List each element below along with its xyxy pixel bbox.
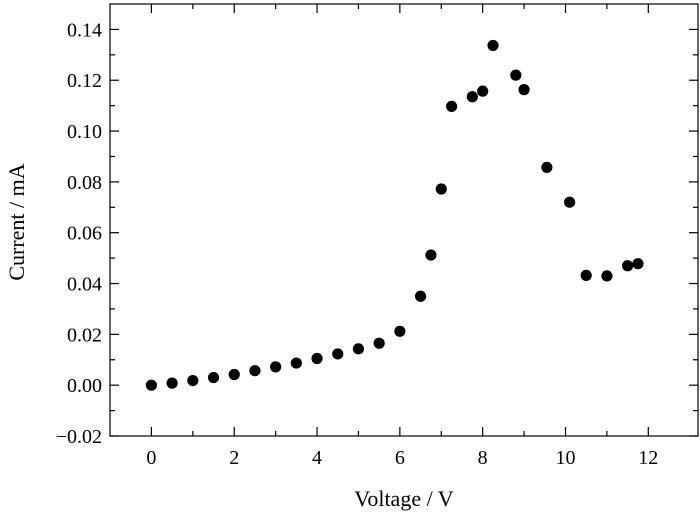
y-tick-label: 0.06 xyxy=(67,223,102,245)
x-axis-title: Voltage / V xyxy=(354,486,454,511)
x-axis-ticks: 0 2 4 6 8 10 12 xyxy=(146,4,658,469)
data-point xyxy=(394,325,406,337)
y-tick-label: 0.08 xyxy=(67,172,102,194)
data-point xyxy=(601,270,613,282)
x-tick-label: 2 xyxy=(229,447,239,469)
data-point xyxy=(466,91,478,103)
data-point xyxy=(145,379,158,391)
x-tick-label: 4 xyxy=(312,447,322,469)
data-point xyxy=(541,161,553,173)
data-point xyxy=(622,260,634,272)
y-tick-label: 0.14 xyxy=(67,19,102,41)
data-point xyxy=(332,348,344,360)
data-point xyxy=(632,258,644,270)
y-tick-label: 0.04 xyxy=(67,274,102,296)
data-point xyxy=(580,269,592,281)
data-point xyxy=(290,357,302,369)
data-point xyxy=(373,337,385,349)
data-point xyxy=(166,377,178,389)
data-point xyxy=(414,290,427,302)
data-point xyxy=(487,39,499,52)
data-points xyxy=(145,39,644,391)
y-axis-title: Current / mA xyxy=(4,163,29,280)
x-tick-label: 12 xyxy=(638,447,658,469)
x-tick-label: 10 xyxy=(555,447,575,469)
y-axis-ticks: −0.02 0.00 0.02 0.04 0.06 0.08 0.10 0.12 0.14 xyxy=(56,19,698,448)
data-point xyxy=(446,100,458,113)
data-point xyxy=(207,371,220,384)
data-point xyxy=(187,375,199,387)
y-tick-label: 0.10 xyxy=(67,121,102,143)
data-point xyxy=(510,69,522,81)
data-point xyxy=(435,183,447,195)
plot-frame xyxy=(109,3,699,437)
y-tick-label: −0.02 xyxy=(56,426,102,448)
y-tick-label: 0.00 xyxy=(67,375,102,397)
data-point xyxy=(518,84,530,96)
data-point xyxy=(425,249,437,261)
data-point xyxy=(228,368,240,381)
y-tick-label: 0.02 xyxy=(67,324,102,346)
x-tick-label: 8 xyxy=(478,447,488,469)
y-tick-label: 0.12 xyxy=(67,70,102,92)
data-point xyxy=(477,85,489,97)
data-point xyxy=(249,365,261,377)
x-tick-label: 6 xyxy=(395,447,405,469)
data-point xyxy=(352,343,365,355)
data-point xyxy=(311,352,323,365)
data-point xyxy=(564,196,576,208)
data-point xyxy=(270,361,282,373)
x-tick-label: 0 xyxy=(146,447,156,469)
